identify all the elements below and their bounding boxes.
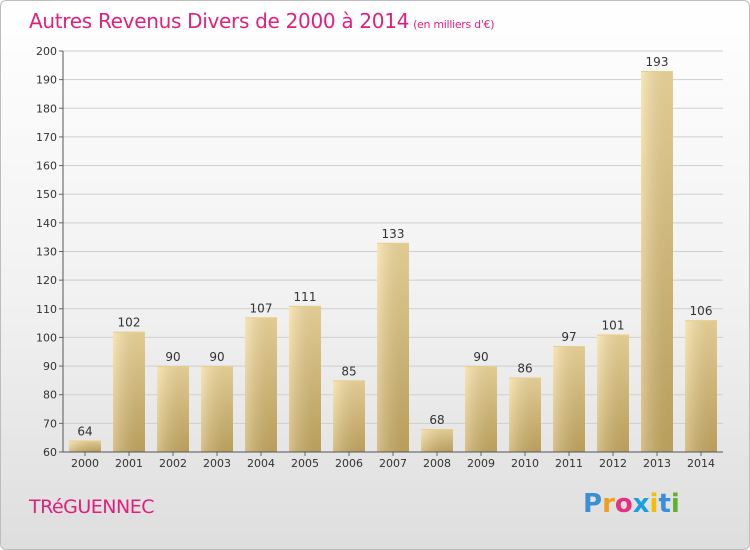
data-label: 111 — [294, 290, 317, 304]
data-label: 101 — [602, 319, 625, 333]
logo-letter: o — [614, 489, 633, 519]
bar-shade — [289, 305, 321, 452]
y-tick-label: 160 — [36, 160, 57, 173]
data-label: 68 — [429, 413, 444, 427]
logo-letter: x — [632, 489, 650, 519]
x-tick-label: 2003 — [203, 457, 231, 470]
bar — [597, 334, 629, 452]
data-label: 106 — [690, 304, 713, 318]
x-tick-label: 2002 — [159, 457, 187, 470]
y-tick-label: 80 — [43, 389, 57, 402]
x-tick-label: 2013 — [643, 457, 671, 470]
chart-title-text: Autres Revenus Divers de 2000 à 2014 — [29, 9, 410, 33]
x-tick-label: 2008 — [423, 457, 451, 470]
y-tick-label: 150 — [36, 188, 57, 201]
y-axis-ticks: 60 70 80 90 100 110 120 130 140 150 160 170 180 190 20… — [36, 45, 63, 459]
bar-shade — [245, 317, 277, 452]
bar-shade — [641, 71, 673, 453]
x-tick-label: 2007 — [379, 457, 407, 470]
x-tick-label: 2010 — [511, 457, 539, 470]
proxiti-logo: Proxiti — [583, 489, 680, 519]
x-tick-label: 2006 — [335, 457, 363, 470]
town-name: TRéGUENNEC — [29, 496, 154, 518]
data-label: 193 — [646, 55, 669, 69]
y-tick-label: 90 — [43, 360, 57, 373]
logo-letter: i — [670, 489, 680, 519]
bar — [421, 429, 453, 452]
data-label: 86 — [517, 362, 532, 376]
x-tick-label: 2009 — [467, 457, 495, 470]
x-tick-label: 2001 — [115, 457, 143, 470]
data-label: 85 — [341, 364, 356, 378]
data-label: 133 — [382, 227, 405, 241]
y-tick-label: 60 — [43, 446, 57, 459]
y-tick-label: 200 — [36, 45, 57, 58]
y-tick-label: 140 — [36, 217, 57, 230]
bar-shade — [553, 346, 585, 452]
bar — [377, 242, 409, 452]
bar — [553, 346, 585, 452]
y-tick-label: 180 — [36, 102, 57, 115]
bar-shade — [201, 366, 233, 452]
x-tick-label: 2011 — [555, 457, 583, 470]
bar-shade — [421, 429, 453, 452]
x-tick-label: 2012 — [599, 457, 627, 470]
y-tick-label: 70 — [43, 417, 57, 430]
bar — [289, 305, 321, 452]
data-label: 90 — [473, 350, 488, 364]
bar — [509, 377, 541, 452]
y-tick-label: 170 — [36, 131, 57, 144]
bar — [113, 331, 145, 452]
data-label: 90 — [165, 350, 180, 364]
y-tick-label: 130 — [36, 246, 57, 259]
y-tick-label: 110 — [36, 303, 57, 316]
x-axis-ticks: 2000 2001 2002 2003 2004 2005 2006 2007 2008 2009… — [71, 452, 715, 470]
chart-subtitle: (en milliers d'€) — [413, 18, 495, 31]
data-labels: 64 102 90 90 107 111 85 133 68 90 86 97 101 193 106 — [77, 55, 712, 438]
logo-letter: t — [658, 489, 671, 519]
bar — [333, 380, 365, 452]
chart-title: Autres Revenus Divers de 2000 à 2014 (en … — [29, 9, 495, 33]
y-tick-label: 190 — [36, 74, 57, 87]
data-label: 107 — [250, 301, 273, 315]
data-label: 64 — [77, 425, 92, 439]
bar — [201, 366, 233, 452]
bar-shade — [377, 242, 409, 452]
x-tick-label: 2004 — [247, 457, 275, 470]
bar-shade — [685, 320, 717, 452]
x-tick-label: 2005 — [291, 457, 319, 470]
logo-letter: P — [583, 489, 603, 519]
bars — [69, 71, 717, 453]
bar — [69, 440, 101, 452]
logo-letter: i — [649, 489, 659, 519]
data-label: 102 — [118, 316, 141, 330]
bar-shade — [333, 380, 365, 452]
bar-shade — [509, 377, 541, 452]
x-tick-label: 2014 — [687, 457, 715, 470]
bar — [245, 317, 277, 452]
bar-shade — [113, 331, 145, 452]
bar-shade — [157, 366, 189, 452]
bar — [465, 366, 497, 452]
data-label: 97 — [561, 330, 576, 344]
y-tick-label: 100 — [36, 331, 57, 344]
bar — [641, 71, 673, 453]
bar — [157, 366, 189, 452]
bar — [685, 320, 717, 452]
bar-shade — [69, 440, 101, 452]
bar-shade — [465, 366, 497, 452]
data-label: 90 — [209, 350, 224, 364]
x-tick-label: 2000 — [71, 457, 99, 470]
logo-letter: r — [602, 489, 615, 519]
bar-shade — [597, 334, 629, 452]
y-tick-label: 120 — [36, 274, 57, 287]
